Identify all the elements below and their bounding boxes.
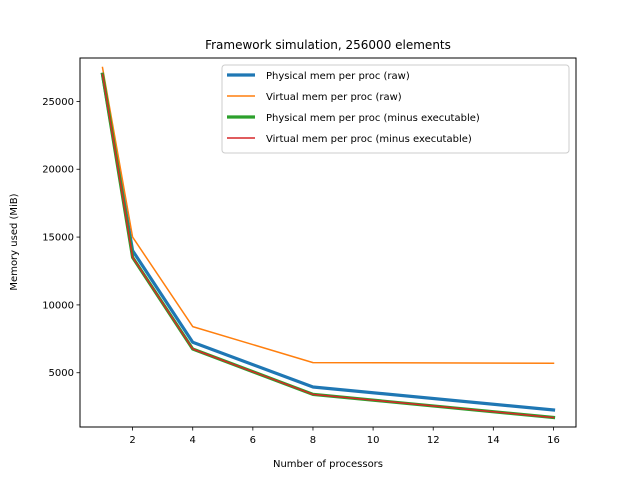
legend-label-4: Virtual mem per proc (minus executable) (266, 134, 472, 145)
x-tick-label: 6 (250, 435, 256, 446)
legend-label-3: Physical mem per proc (minus executable) (266, 113, 480, 124)
x-tick-label: 8 (310, 435, 316, 446)
series-line-2 (101, 66, 555, 364)
plot-frame (79, 57, 577, 428)
x-tick-label: 4 (190, 435, 196, 446)
y-tick-label: 5000 (49, 368, 74, 379)
legend-label-1: Physical mem per proc (raw) (266, 71, 410, 82)
y-tick-label: 15000 (42, 233, 74, 244)
x-tick-label: 16 (547, 435, 560, 446)
legend: Physical mem per proc (raw) Virtual mem p… (221, 64, 570, 154)
y-tick-label: 20000 (42, 165, 74, 176)
series-line-4 (101, 73, 555, 419)
y-tick-label: 10000 (42, 300, 74, 311)
chart-title: Framework simulation, 256000 elements (205, 38, 451, 52)
x-axis: 2 4 6 8 10 12 14 16 (129, 427, 560, 446)
x-tick-label: 12 (427, 435, 440, 446)
legend-label-2: Virtual mem per proc (raw) (266, 92, 402, 103)
y-tick-label: 25000 (42, 97, 74, 108)
x-tick-label: 2 (129, 435, 135, 446)
x-tick-label: 10 (367, 435, 380, 446)
plot-area (100, 66, 556, 420)
x-tick-label: 14 (487, 435, 500, 446)
y-axis-label: Memory used (MiB) (9, 193, 20, 290)
y-axis: 5000 10000 15000 20000 25000 (42, 97, 80, 379)
legend-box (221, 64, 570, 154)
x-axis-label: Number of processors (273, 459, 383, 470)
